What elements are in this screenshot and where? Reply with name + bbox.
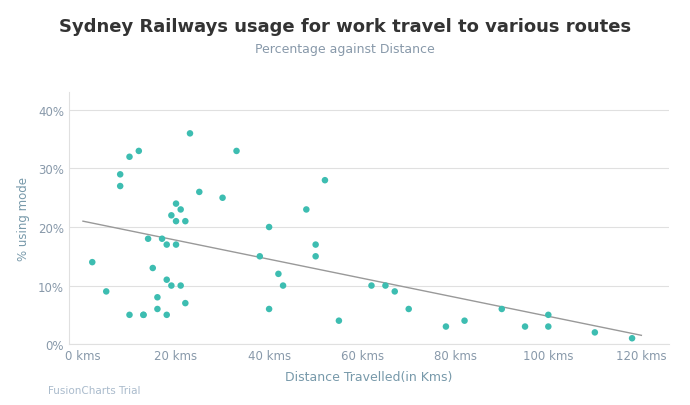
Point: [157, 236, 168, 242]
Point: [180, 300, 191, 307]
Point: [124, 154, 135, 161]
Point: [217, 195, 228, 202]
Point: [184, 131, 195, 137]
Point: [161, 277, 172, 283]
Point: [459, 318, 470, 324]
Point: [175, 207, 186, 213]
Point: [166, 283, 177, 289]
Point: [101, 288, 112, 295]
Point: [264, 224, 275, 231]
Point: [166, 213, 177, 219]
Point: [143, 236, 154, 242]
Point: [403, 306, 414, 312]
Point: [380, 283, 391, 289]
Point: [520, 324, 531, 330]
X-axis label: Distance Travelled(in Kms): Distance Travelled(in Kms): [286, 371, 453, 384]
Point: [273, 271, 284, 277]
Point: [87, 259, 98, 266]
Point: [255, 254, 266, 260]
Point: [147, 265, 158, 272]
Point: [170, 218, 181, 225]
Point: [180, 218, 191, 225]
Point: [496, 306, 507, 312]
Text: Percentage against Distance: Percentage against Distance: [255, 43, 435, 55]
Text: Sydney Railways usage for work travel to various routes: Sydney Railways usage for work travel to…: [59, 18, 631, 36]
Point: [389, 288, 400, 295]
Point: [319, 177, 331, 184]
Point: [124, 312, 135, 318]
Point: [175, 283, 186, 289]
Point: [138, 312, 149, 318]
Point: [133, 148, 144, 155]
Point: [333, 318, 344, 324]
Point: [194, 189, 205, 196]
Point: [264, 306, 275, 312]
Point: [170, 201, 181, 207]
Point: [161, 242, 172, 248]
Point: [310, 254, 321, 260]
Point: [152, 294, 163, 301]
Point: [440, 324, 451, 330]
Y-axis label: % using mode: % using mode: [17, 177, 30, 260]
Point: [170, 242, 181, 248]
Point: [627, 335, 638, 342]
Point: [277, 283, 288, 289]
Point: [589, 329, 600, 336]
Point: [231, 148, 242, 155]
Point: [310, 242, 321, 248]
Point: [543, 324, 554, 330]
Point: [543, 312, 554, 318]
Point: [152, 306, 163, 312]
Point: [115, 183, 126, 190]
Point: [161, 312, 172, 318]
Point: [138, 312, 149, 318]
Text: FusionCharts Trial: FusionCharts Trial: [48, 385, 141, 395]
Point: [366, 283, 377, 289]
Point: [115, 172, 126, 178]
Point: [301, 207, 312, 213]
